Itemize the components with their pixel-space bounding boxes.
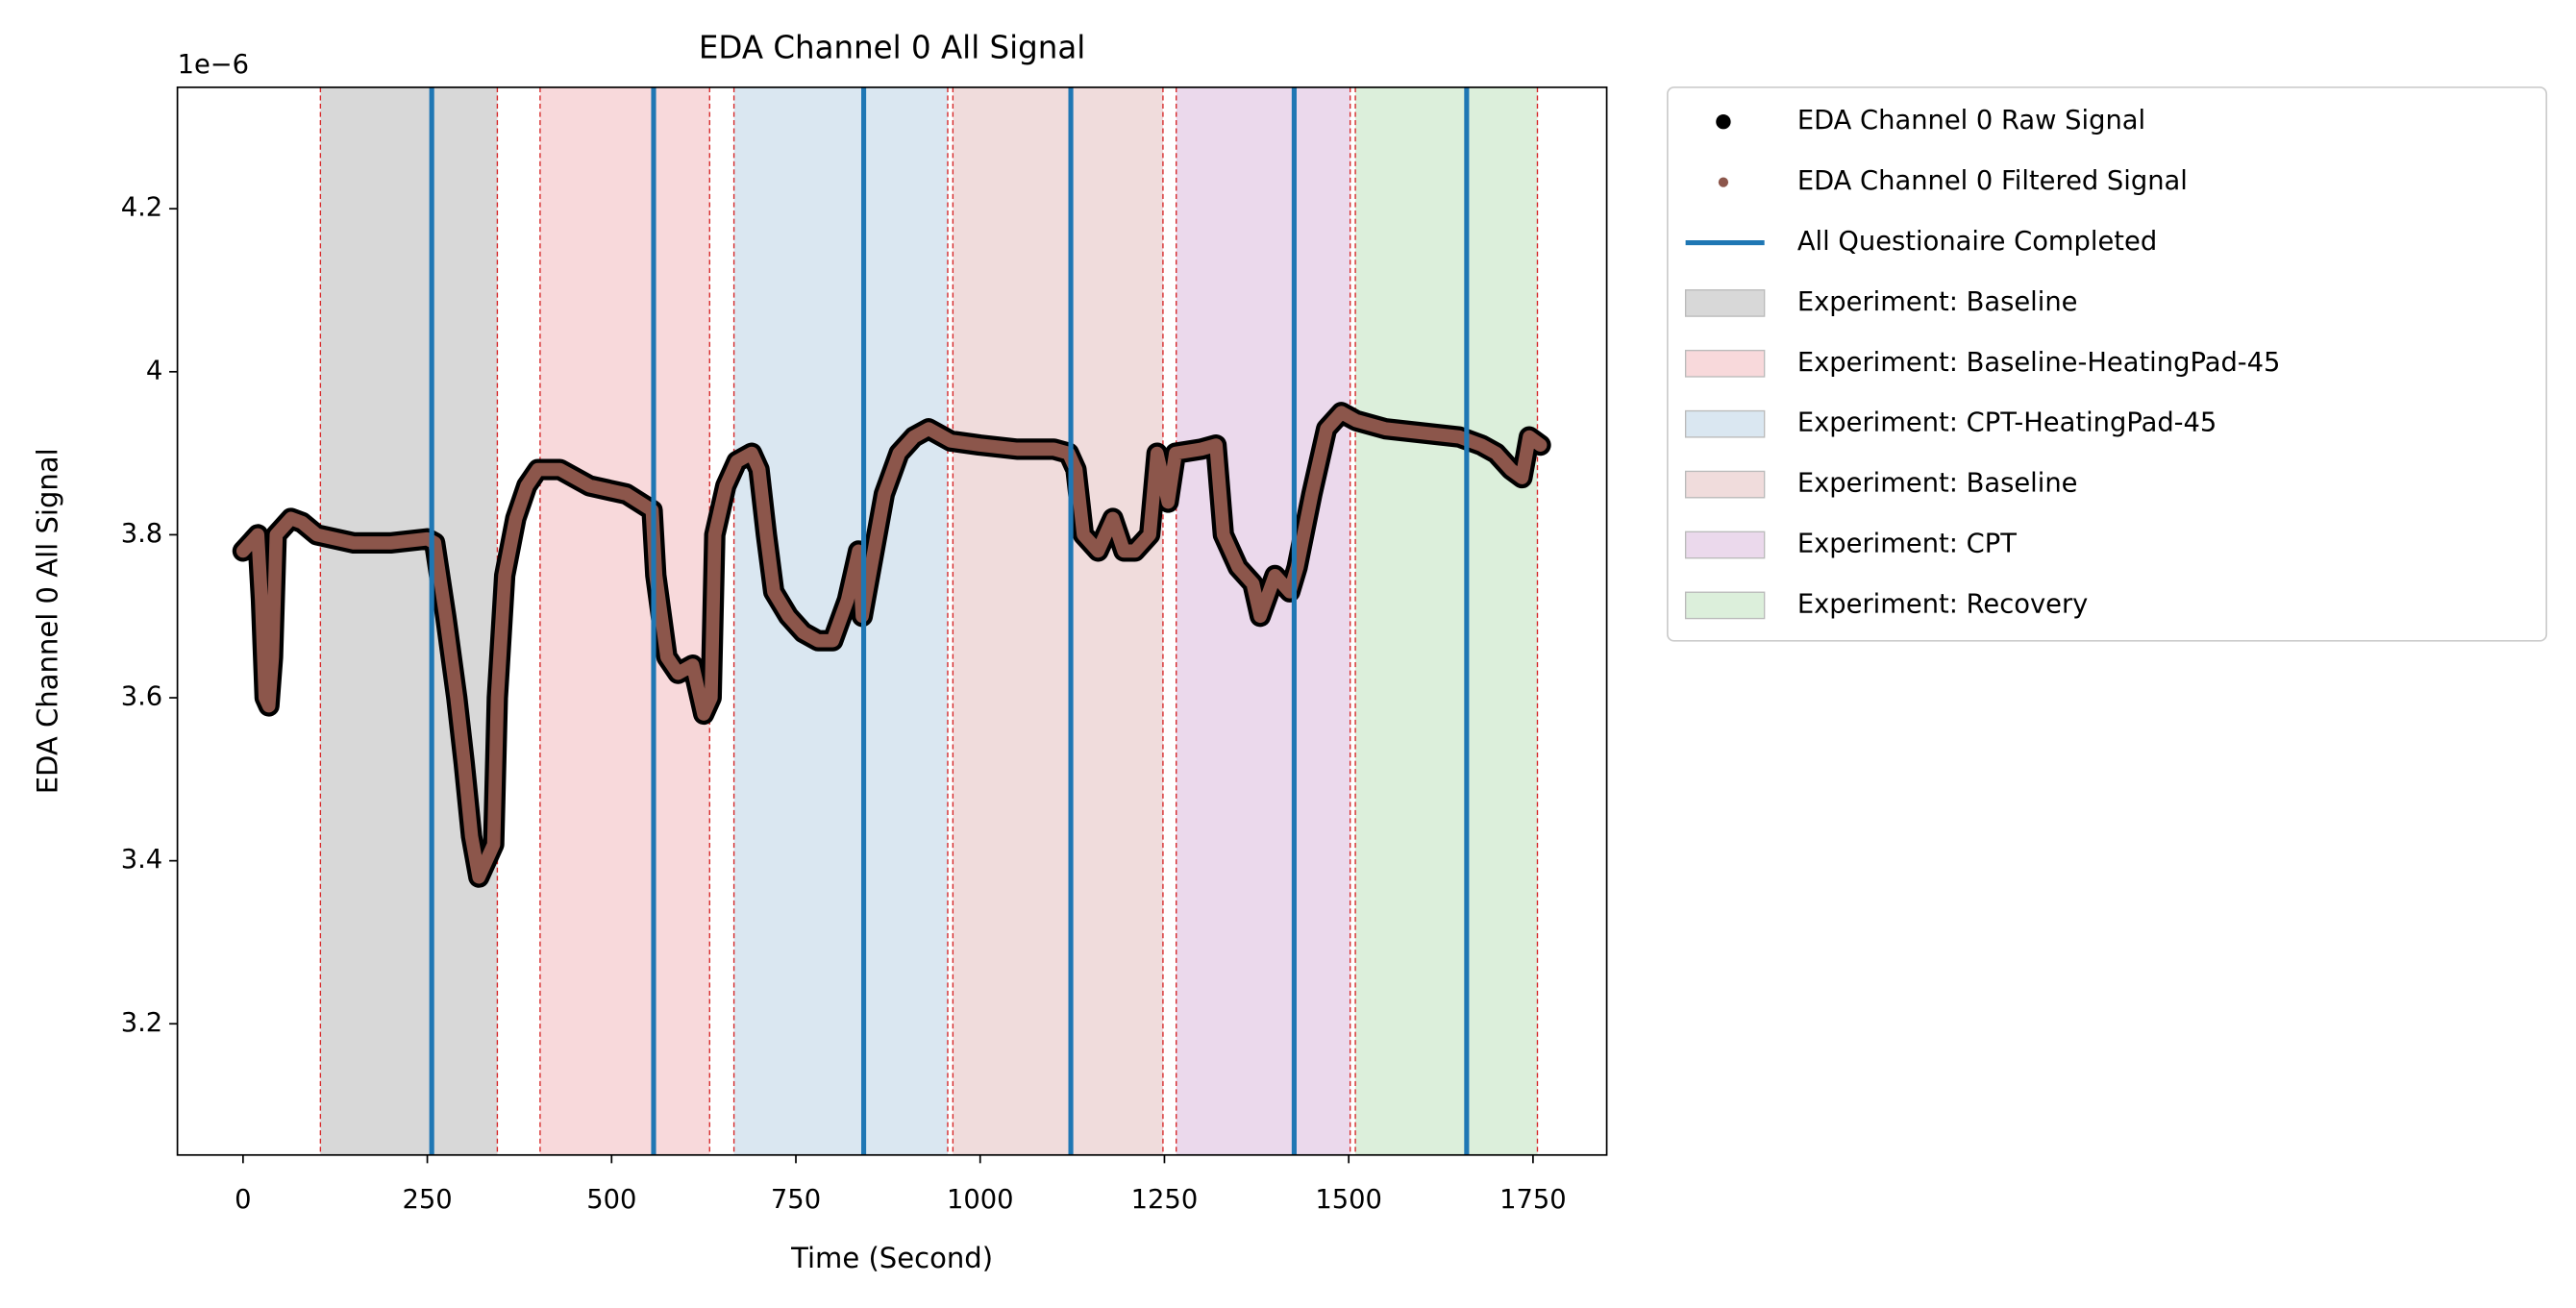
x-tick-label: 750: [771, 1185, 821, 1215]
legend-label: EDA Channel 0 Raw Signal: [1797, 106, 2145, 136]
signal-line: [236, 406, 1548, 884]
x-tick-label: 0: [235, 1185, 251, 1215]
legend-patch: [1684, 531, 1766, 559]
legend-label: Experiment: Baseline-HeatingPad-45: [1797, 348, 2281, 378]
plot-area: [232, 86, 1551, 1155]
y-tick-label: 3.2: [121, 1008, 162, 1038]
legend-label: Experiment: CPT: [1797, 530, 2017, 559]
legend-label: Experiment: Baseline: [1797, 469, 2078, 499]
legend-patch: [1684, 289, 1766, 317]
x-tick-label: 500: [586, 1185, 636, 1215]
legend-patch: [1684, 470, 1766, 499]
x-tick-label: 1500: [1315, 1185, 1382, 1215]
legend-label: Experiment: Baseline: [1797, 287, 2078, 317]
legend-label: Experiment: CPT-HeatingPad-45: [1797, 408, 2217, 438]
y-tick-label: 4.2: [121, 193, 162, 223]
region: [539, 86, 710, 1155]
legend-patch: [1684, 409, 1766, 438]
legend-label: EDA Channel 0 Filtered Signal: [1797, 166, 2188, 196]
y-offset-label: 1e−6: [178, 50, 250, 80]
legend-box: [1666, 86, 2548, 642]
x-axis-label: Time (Second): [790, 1242, 993, 1274]
axes-frame: [176, 86, 1608, 1156]
x-tick-label: 1750: [1499, 1185, 1567, 1215]
legend-label: All Questionaire Completed: [1797, 227, 2157, 257]
legend: EDA Channel 0 Raw Signal EDA Channel 0 Fi…: [1684, 106, 2281, 620]
y-tick-label: 3.6: [121, 682, 162, 712]
region: [953, 86, 1163, 1155]
legend-marker: [1718, 177, 1729, 187]
y-tick-label: 3.4: [121, 845, 162, 875]
legend-label: Experiment: Recovery: [1797, 589, 2089, 619]
region: [1355, 86, 1538, 1155]
legend-marker: [1716, 114, 1731, 130]
x-tick-label: 250: [402, 1185, 452, 1215]
legend-patch: [1684, 591, 1766, 620]
y-tick-label: 4: [146, 356, 162, 385]
x-tick-label: 1250: [1131, 1185, 1199, 1215]
chart-title: EDA Channel 0 All Signal: [699, 30, 1085, 66]
region: [320, 86, 498, 1155]
legend-patch: [1684, 349, 1766, 378]
y-axis-label: EDA Channel 0 All Signal: [31, 448, 63, 794]
x-tick-label: 1000: [947, 1185, 1014, 1215]
y-tick-label: 3.8: [121, 519, 162, 549]
